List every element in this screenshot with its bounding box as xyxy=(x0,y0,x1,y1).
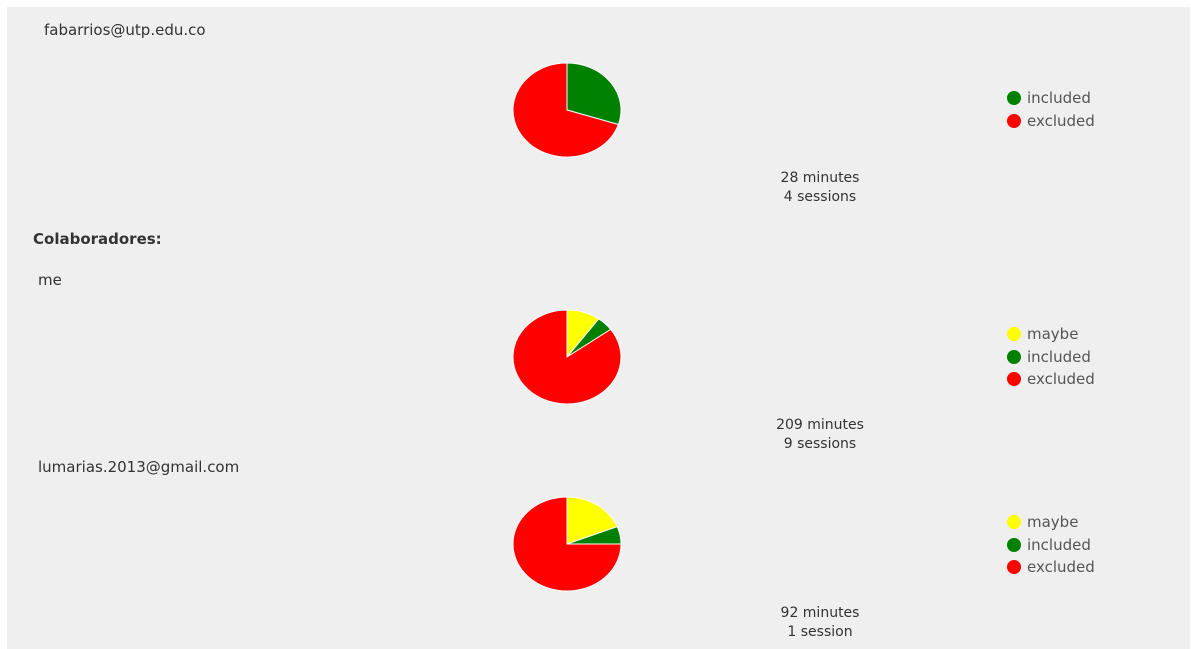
legend-item-excluded: excluded xyxy=(1007,368,1095,391)
sessions-total: 1 session xyxy=(787,624,853,640)
legend-item-excluded: excluded xyxy=(1007,556,1095,579)
legend-dot-icon xyxy=(1007,537,1021,552)
collaborator-legend-me: maybe included excluded xyxy=(1007,323,1095,391)
collaborator-stats-lumarias: 92 minutes 1 session xyxy=(750,604,890,642)
collaborator-pie-chart-me xyxy=(512,309,622,405)
owner-pie-chart xyxy=(512,62,622,158)
report-panel: fabarrios@utp.edu.co included excluded 2… xyxy=(7,7,1190,649)
collaborator-name: me xyxy=(38,271,62,289)
legend-item-maybe: maybe xyxy=(1007,511,1095,534)
pie-slice-excluded xyxy=(512,496,622,592)
legend-item-included: included xyxy=(1007,534,1095,557)
legend-item-included: included xyxy=(1007,87,1095,110)
legend-dot-icon xyxy=(1007,113,1021,128)
pie-slice-included xyxy=(566,62,622,126)
legend-dot-icon xyxy=(1007,372,1021,387)
pie-slice-excluded xyxy=(512,309,622,405)
minutes-total: 209 minutes xyxy=(776,417,864,433)
pie-svg xyxy=(512,62,622,158)
collaborator-legend-lumarias: maybe included excluded xyxy=(1007,511,1095,579)
legend-label: maybe xyxy=(1027,513,1079,532)
pie-slice-maybe xyxy=(566,496,618,545)
legend-label: excluded xyxy=(1027,111,1095,130)
legend-dot-icon xyxy=(1007,349,1021,364)
collaborator-stats-me: 209 minutes 9 sessions xyxy=(750,416,890,454)
legend-dot-icon xyxy=(1007,560,1021,575)
legend-item-excluded: excluded xyxy=(1007,110,1095,133)
legend-label: excluded xyxy=(1027,558,1095,577)
legend-label: included xyxy=(1027,89,1091,108)
minutes-total: 92 minutes xyxy=(780,605,860,621)
legend-dot-icon xyxy=(1007,327,1021,342)
legend-label: included xyxy=(1027,535,1091,554)
legend-label: excluded xyxy=(1027,370,1095,389)
owner-email: fabarrios@utp.edu.co xyxy=(44,21,206,39)
collaborators-title: Colaboradores: xyxy=(33,230,162,248)
legend-item-maybe: maybe xyxy=(1007,323,1095,346)
pie-svg xyxy=(512,496,622,592)
sessions-total: 9 sessions xyxy=(783,436,857,452)
pie-slice-excluded xyxy=(512,62,620,158)
minutes-total: 28 minutes xyxy=(780,170,860,186)
legend-label: maybe xyxy=(1027,325,1079,344)
legend-label: included xyxy=(1027,347,1091,366)
owner-stats: 28 minutes 4 sessions xyxy=(750,169,890,207)
collaborator-pie-chart-lumarias xyxy=(512,496,622,592)
legend-item-included: included xyxy=(1007,346,1095,369)
collaborator-email: lumarias.2013@gmail.com xyxy=(38,458,240,476)
sessions-total: 4 sessions xyxy=(783,189,857,205)
legend-dot-icon xyxy=(1007,91,1021,106)
legend-dot-icon xyxy=(1007,515,1021,530)
pie-svg xyxy=(512,309,622,405)
owner-legend: included excluded xyxy=(1007,87,1095,132)
